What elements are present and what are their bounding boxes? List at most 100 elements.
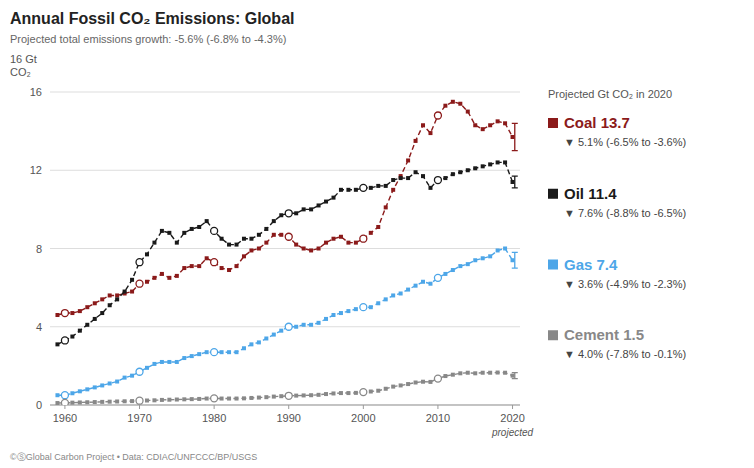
point bbox=[481, 164, 485, 168]
point bbox=[85, 305, 89, 309]
point bbox=[152, 241, 156, 245]
y-axis-label-line: 16 Gt bbox=[10, 53, 37, 65]
point bbox=[369, 305, 373, 309]
point bbox=[123, 290, 127, 294]
point bbox=[421, 280, 425, 284]
point bbox=[488, 371, 492, 375]
point bbox=[235, 350, 239, 354]
point bbox=[145, 366, 149, 370]
point bbox=[384, 184, 388, 188]
point bbox=[205, 397, 209, 401]
point bbox=[511, 180, 515, 184]
highlight-point bbox=[434, 112, 441, 119]
series bbox=[55, 160, 517, 346]
point bbox=[488, 254, 492, 258]
point bbox=[331, 237, 335, 241]
point bbox=[93, 385, 97, 389]
point bbox=[346, 309, 350, 313]
point bbox=[257, 396, 261, 400]
highlight-point bbox=[360, 389, 367, 396]
point bbox=[70, 391, 74, 395]
highlight-point bbox=[285, 233, 292, 240]
x-tick-label: 1990 bbox=[276, 412, 300, 424]
point bbox=[458, 102, 462, 106]
x-tick-label: 2010 bbox=[426, 412, 450, 424]
point bbox=[108, 400, 112, 404]
y-tick-label: 0 bbox=[36, 399, 42, 411]
point bbox=[399, 291, 403, 295]
point bbox=[458, 371, 462, 375]
point bbox=[190, 397, 194, 401]
point bbox=[458, 264, 462, 268]
point bbox=[115, 380, 119, 384]
point bbox=[309, 207, 313, 211]
point bbox=[167, 360, 171, 364]
point bbox=[309, 393, 313, 397]
legend-swatch bbox=[548, 260, 558, 270]
point bbox=[175, 360, 179, 364]
highlight-point bbox=[211, 259, 218, 266]
point bbox=[279, 394, 283, 398]
point bbox=[70, 401, 74, 405]
point bbox=[391, 178, 395, 182]
grid-line bbox=[50, 248, 520, 249]
x-tick-label: 1980 bbox=[202, 412, 226, 424]
point bbox=[264, 395, 268, 399]
point bbox=[414, 284, 418, 288]
point bbox=[496, 248, 500, 252]
point bbox=[108, 381, 112, 385]
point bbox=[235, 264, 239, 268]
point bbox=[414, 381, 418, 385]
point bbox=[55, 401, 59, 405]
point bbox=[123, 399, 127, 403]
point bbox=[152, 398, 156, 402]
point bbox=[473, 166, 477, 170]
highlight-point bbox=[61, 337, 68, 344]
x-tick-label: 1970 bbox=[127, 412, 151, 424]
plot-area bbox=[55, 100, 517, 405]
point bbox=[428, 380, 432, 384]
error-bar bbox=[512, 176, 518, 188]
point bbox=[376, 389, 380, 393]
point bbox=[309, 248, 313, 252]
point bbox=[93, 301, 97, 305]
point bbox=[100, 383, 104, 387]
point bbox=[190, 264, 194, 268]
point bbox=[249, 342, 253, 346]
legend-note: ▼ 4.0% (-7.8% to -0.1%) bbox=[564, 348, 686, 360]
series-line bbox=[57, 102, 512, 315]
point bbox=[466, 168, 470, 172]
point bbox=[100, 311, 104, 315]
point bbox=[406, 288, 410, 292]
legend-entry: Gas 7.4 bbox=[564, 256, 618, 273]
point bbox=[145, 280, 149, 284]
x-tick bbox=[288, 405, 289, 409]
point bbox=[503, 160, 507, 164]
point bbox=[235, 243, 239, 247]
point bbox=[302, 393, 306, 397]
point bbox=[227, 268, 231, 272]
point bbox=[249, 237, 253, 241]
point bbox=[242, 346, 246, 350]
legend-swatch bbox=[548, 118, 558, 128]
point bbox=[182, 397, 186, 401]
point bbox=[123, 376, 127, 380]
series-line bbox=[57, 249, 512, 396]
point bbox=[503, 247, 507, 251]
point bbox=[302, 207, 306, 211]
error-bar bbox=[512, 373, 518, 379]
point bbox=[376, 225, 380, 229]
point bbox=[473, 123, 477, 127]
title: Annual Fossil CO₂ Emissions: Global bbox=[10, 10, 294, 27]
point bbox=[264, 241, 268, 245]
point bbox=[339, 235, 343, 239]
point bbox=[130, 399, 134, 403]
point bbox=[175, 241, 179, 245]
point bbox=[160, 272, 164, 276]
point bbox=[294, 325, 298, 329]
point bbox=[376, 301, 380, 305]
point bbox=[466, 371, 470, 375]
legend-entry: Cement 1.5 bbox=[564, 326, 644, 343]
highlight-point bbox=[211, 227, 218, 234]
point bbox=[242, 254, 246, 258]
